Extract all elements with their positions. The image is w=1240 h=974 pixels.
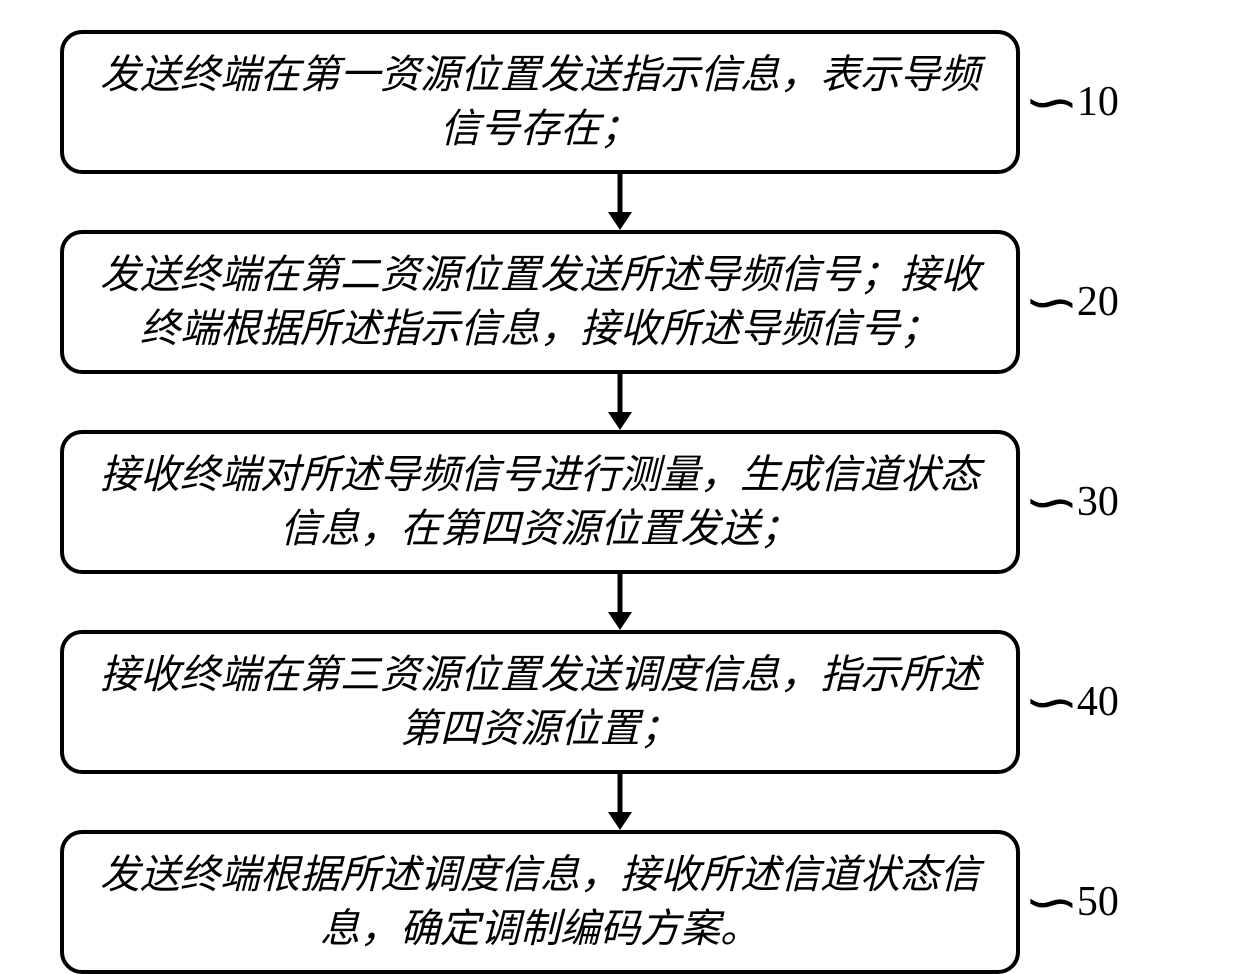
- step-text: 发送终端在第二资源位置发送所述导频信号；接收终端根据所述指示信息，接收所述导频信…: [100, 252, 980, 351]
- step-number: 20: [1077, 278, 1119, 326]
- step-number: 50: [1077, 878, 1119, 926]
- step-label-10: ∽ 10: [1028, 74, 1119, 130]
- step-text: 发送终端在第一资源位置发送指示信息，表示导频信号存在；: [100, 52, 980, 151]
- step-row-30: 接收终端对所述导频信号进行测量，生成信道状态信息，在第四资源位置发送； ∽ 30: [60, 430, 1180, 574]
- tilde-icon: ∽: [1023, 874, 1079, 930]
- step-label-50: ∽ 50: [1028, 874, 1119, 930]
- step-text: 接收终端在第三资源位置发送调度信息，指示所述第四资源位置；: [100, 652, 980, 751]
- tilde-icon: ∽: [1023, 674, 1079, 730]
- step-box-30: 接收终端对所述导频信号进行测量，生成信道状态信息，在第四资源位置发送；: [60, 430, 1020, 574]
- step-box-10: 发送终端在第一资源位置发送指示信息，表示导频信号存在；: [60, 30, 1020, 174]
- step-number: 10: [1077, 78, 1119, 126]
- arrow-30-40: [140, 574, 1100, 630]
- step-row-40: 接收终端在第三资源位置发送调度信息，指示所述第四资源位置； ∽ 40: [60, 630, 1180, 774]
- step-box-40: 接收终端在第三资源位置发送调度信息，指示所述第四资源位置；: [60, 630, 1020, 774]
- step-text: 接收终端对所述导频信号进行测量，生成信道状态信息，在第四资源位置发送；: [100, 452, 980, 551]
- tilde-icon: ∽: [1023, 274, 1079, 330]
- step-label-40: ∽ 40: [1028, 674, 1119, 730]
- step-label-30: ∽ 30: [1028, 474, 1119, 530]
- arrow-20-30: [140, 374, 1100, 430]
- arrow-40-50: [140, 774, 1100, 830]
- step-row-50: 发送终端根据所述调度信息，接收所述信道状态信息，确定调制编码方案。 ∽ 50: [60, 830, 1180, 974]
- step-label-20: ∽ 20: [1028, 274, 1119, 330]
- tilde-icon: ∽: [1023, 74, 1079, 130]
- arrow-10-20: [140, 174, 1100, 230]
- flowchart-container: 发送终端在第一资源位置发送指示信息，表示导频信号存在； ∽ 10 发送终端在第二…: [60, 30, 1180, 974]
- step-box-20: 发送终端在第二资源位置发送所述导频信号；接收终端根据所述指示信息，接收所述导频信…: [60, 230, 1020, 374]
- step-number: 40: [1077, 678, 1119, 726]
- step-row-20: 发送终端在第二资源位置发送所述导频信号；接收终端根据所述指示信息，接收所述导频信…: [60, 230, 1180, 374]
- step-box-50: 发送终端根据所述调度信息，接收所述信道状态信息，确定调制编码方案。: [60, 830, 1020, 974]
- tilde-icon: ∽: [1023, 474, 1079, 530]
- step-row-10: 发送终端在第一资源位置发送指示信息，表示导频信号存在； ∽ 10: [60, 30, 1180, 174]
- step-text: 发送终端根据所述调度信息，接收所述信道状态信息，确定调制编码方案。: [100, 852, 980, 951]
- step-number: 30: [1077, 478, 1119, 526]
